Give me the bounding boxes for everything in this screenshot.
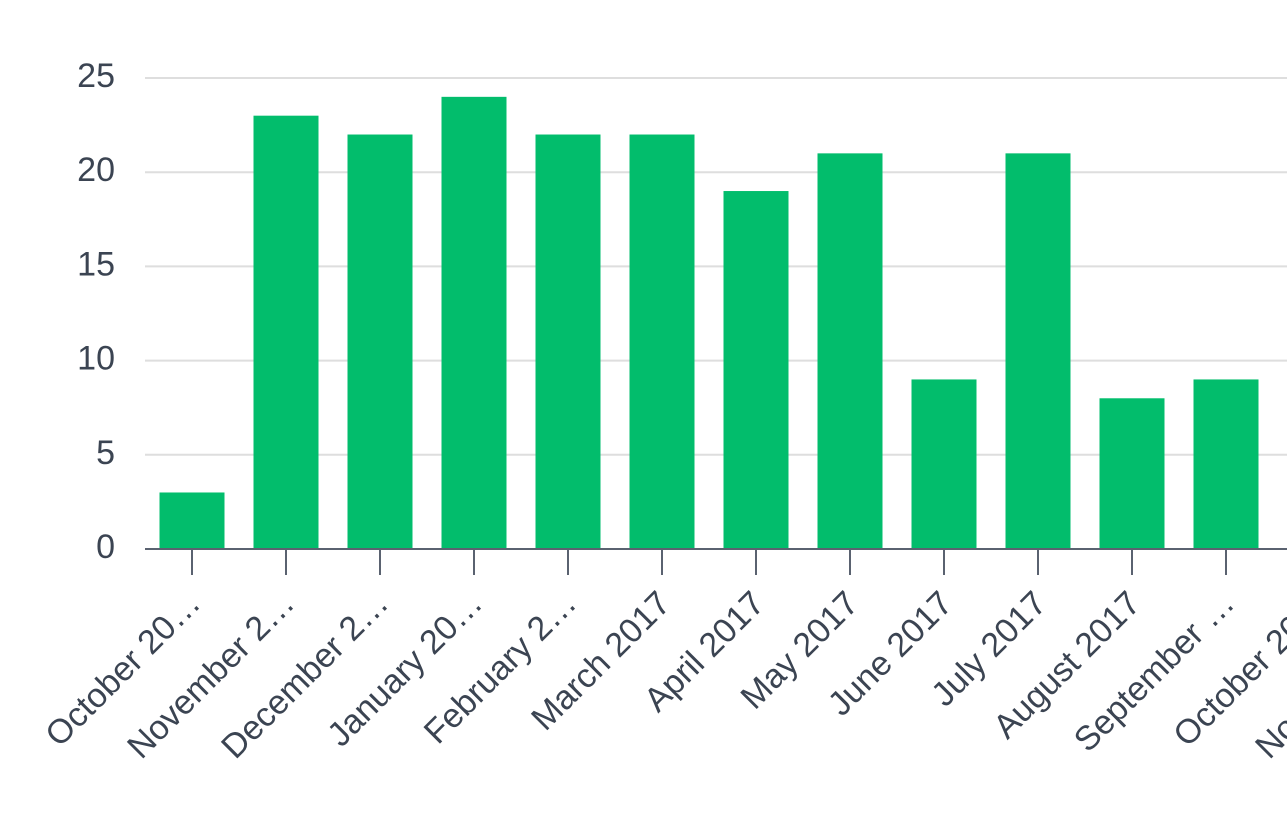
bar [159, 492, 225, 549]
y-tick-label: 5 [96, 434, 115, 472]
y-tick-label: 10 [77, 340, 115, 378]
bar [911, 379, 977, 549]
bar [817, 153, 883, 550]
bar [253, 115, 319, 550]
x-tick-label: December 2… [214, 584, 396, 766]
bar [347, 134, 413, 549]
y-tick-label: 25 [77, 57, 115, 95]
x-tick-label: November 2… [120, 584, 302, 766]
bar [1005, 153, 1071, 550]
bar [723, 191, 789, 550]
y-tick-label: 15 [77, 245, 115, 283]
bar [441, 96, 507, 549]
x-tick-label: September … [1067, 584, 1242, 759]
bar [629, 134, 695, 549]
bar [535, 134, 601, 549]
y-tick-label: 0 [96, 528, 115, 566]
y-tick-label: 20 [77, 151, 115, 189]
bar [1099, 398, 1165, 549]
bar [1193, 379, 1259, 549]
